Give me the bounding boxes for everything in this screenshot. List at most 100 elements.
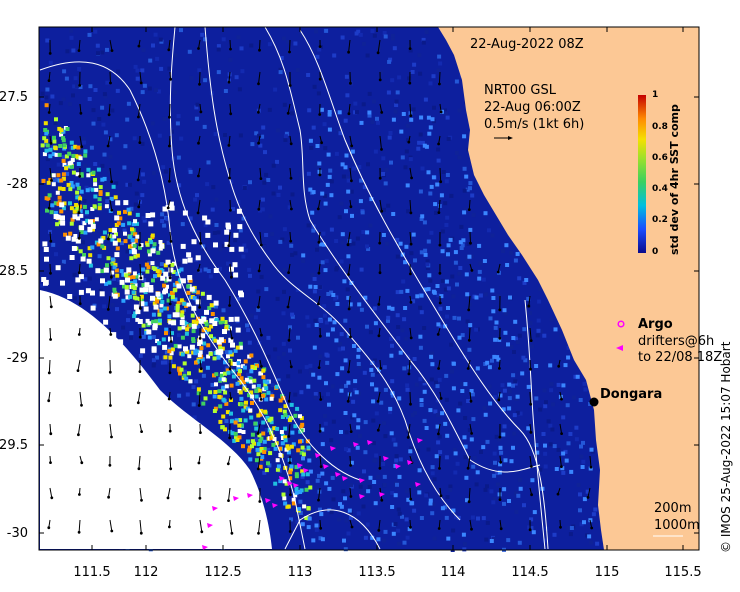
- sst-pixel: [245, 323, 249, 328]
- sst-pixel: [76, 186, 81, 190]
- sst-pixel: [141, 267, 146, 272]
- cloud-pixel: [71, 236, 77, 242]
- sst-pixel: [241, 207, 246, 211]
- sst-pixel: [247, 354, 252, 359]
- sst-pixel: [386, 318, 390, 323]
- sst-pixel: [475, 470, 480, 475]
- sst-pixel: [478, 261, 483, 266]
- sst-pixel: [140, 90, 145, 95]
- sst-pixel: [90, 207, 95, 211]
- sst-pixel: [179, 28, 183, 33]
- current-arrow: [529, 423, 532, 433]
- sst-pixel: [157, 273, 162, 278]
- sst-pixel: [296, 448, 301, 453]
- sst-pixel: [451, 508, 456, 513]
- cloud-pixel: [78, 274, 84, 280]
- sst-pixel: [478, 293, 483, 298]
- sst-pixel: [164, 278, 169, 283]
- colorbar: [638, 95, 646, 253]
- sst-pixel: [430, 351, 435, 356]
- sst-pixel: [293, 41, 298, 46]
- sst-pixel: [544, 400, 548, 405]
- sst-pixel: [93, 88, 98, 92]
- cloud-pixel: [218, 337, 224, 343]
- sst-pixel: [390, 36, 395, 41]
- current-arrow-head: [47, 111, 51, 114]
- sst-pixel: [390, 306, 395, 311]
- sst-pixel: [509, 459, 514, 464]
- cloud-pixel: [118, 339, 124, 345]
- sst-pixel: [72, 296, 77, 301]
- land-mass: [438, 27, 699, 550]
- sst-pixel: [483, 292, 488, 297]
- sst-pixel: [76, 162, 81, 166]
- sst-pixel: [305, 472, 310, 477]
- current-arrow-head: [406, 436, 410, 439]
- current-arrow-head: [168, 115, 171, 119]
- current-arrow: [467, 359, 471, 369]
- sst-pixel: [151, 319, 156, 324]
- current-arrow-head: [168, 179, 171, 183]
- sst-pixel: [356, 354, 361, 359]
- sst-pixel: [262, 439, 267, 444]
- sst-pixel: [412, 62, 417, 67]
- sst-pixel: [507, 499, 511, 503]
- sst-pixel: [241, 444, 245, 449]
- sst-pixel: [42, 136, 47, 141]
- sst-pixel: [339, 388, 344, 393]
- current-arrow: [79, 391, 82, 406]
- sst-pixel: [371, 418, 376, 423]
- sst-pixel: [188, 216, 193, 221]
- sst-pixel: [51, 182, 56, 187]
- current-arrow: [438, 71, 441, 85]
- sst-pixel: [299, 390, 304, 395]
- sst-pixel: [520, 371, 525, 376]
- sst-pixel: [153, 32, 158, 37]
- current-arrow-head: [136, 178, 140, 182]
- current-arrow: [108, 103, 111, 115]
- sst-pixel: [115, 273, 120, 278]
- sst-pixel: [93, 162, 98, 166]
- sst-pixel: [282, 289, 286, 294]
- sst-pixel: [205, 330, 209, 334]
- sst-pixel: [283, 501, 288, 506]
- sst-pixel: [449, 193, 454, 198]
- sst-pixel: [259, 448, 264, 453]
- cloud-pixel: [150, 248, 156, 254]
- sst-pixel: [512, 431, 517, 436]
- sst-pixel: [97, 203, 102, 207]
- sst-pixel: [158, 37, 163, 42]
- sst-pixel: [133, 311, 138, 316]
- sst-pixel: [424, 144, 429, 149]
- sst-pixel: [307, 108, 312, 113]
- sst-pixel: [534, 364, 539, 368]
- sst-pixel: [79, 189, 84, 194]
- cloud-pixel: [228, 316, 234, 322]
- sst-pixel: [456, 408, 461, 413]
- cloud-pixel: [237, 224, 243, 230]
- sst-pixel: [566, 355, 571, 360]
- sst-pixel: [55, 222, 60, 227]
- sst-pixel: [424, 493, 429, 498]
- sst-pixel: [290, 252, 295, 257]
- current-arrow: [169, 455, 172, 469]
- sst-pixel: [216, 70, 221, 75]
- sst-pixel: [185, 392, 190, 397]
- x-tick-label: 114.5: [511, 565, 549, 580]
- sst-pixel: [421, 37, 426, 42]
- sst-pixel: [301, 456, 305, 461]
- current-arrow-head: [288, 530, 292, 533]
- sst-pixel: [314, 527, 319, 532]
- sst-pixel: [514, 510, 519, 514]
- sst-pixel: [164, 331, 168, 336]
- current-arrow-head: [227, 144, 231, 147]
- sst-pixel: [166, 353, 171, 358]
- current-arrow: [409, 231, 412, 245]
- current-arrow: [348, 103, 351, 114]
- current-arrow: [107, 135, 111, 147]
- sst-pixel: [405, 123, 410, 128]
- sst-pixel: [375, 116, 379, 121]
- sst-pixel: [530, 344, 535, 349]
- sst-pixel: [44, 138, 49, 143]
- sst-pixel: [455, 461, 460, 466]
